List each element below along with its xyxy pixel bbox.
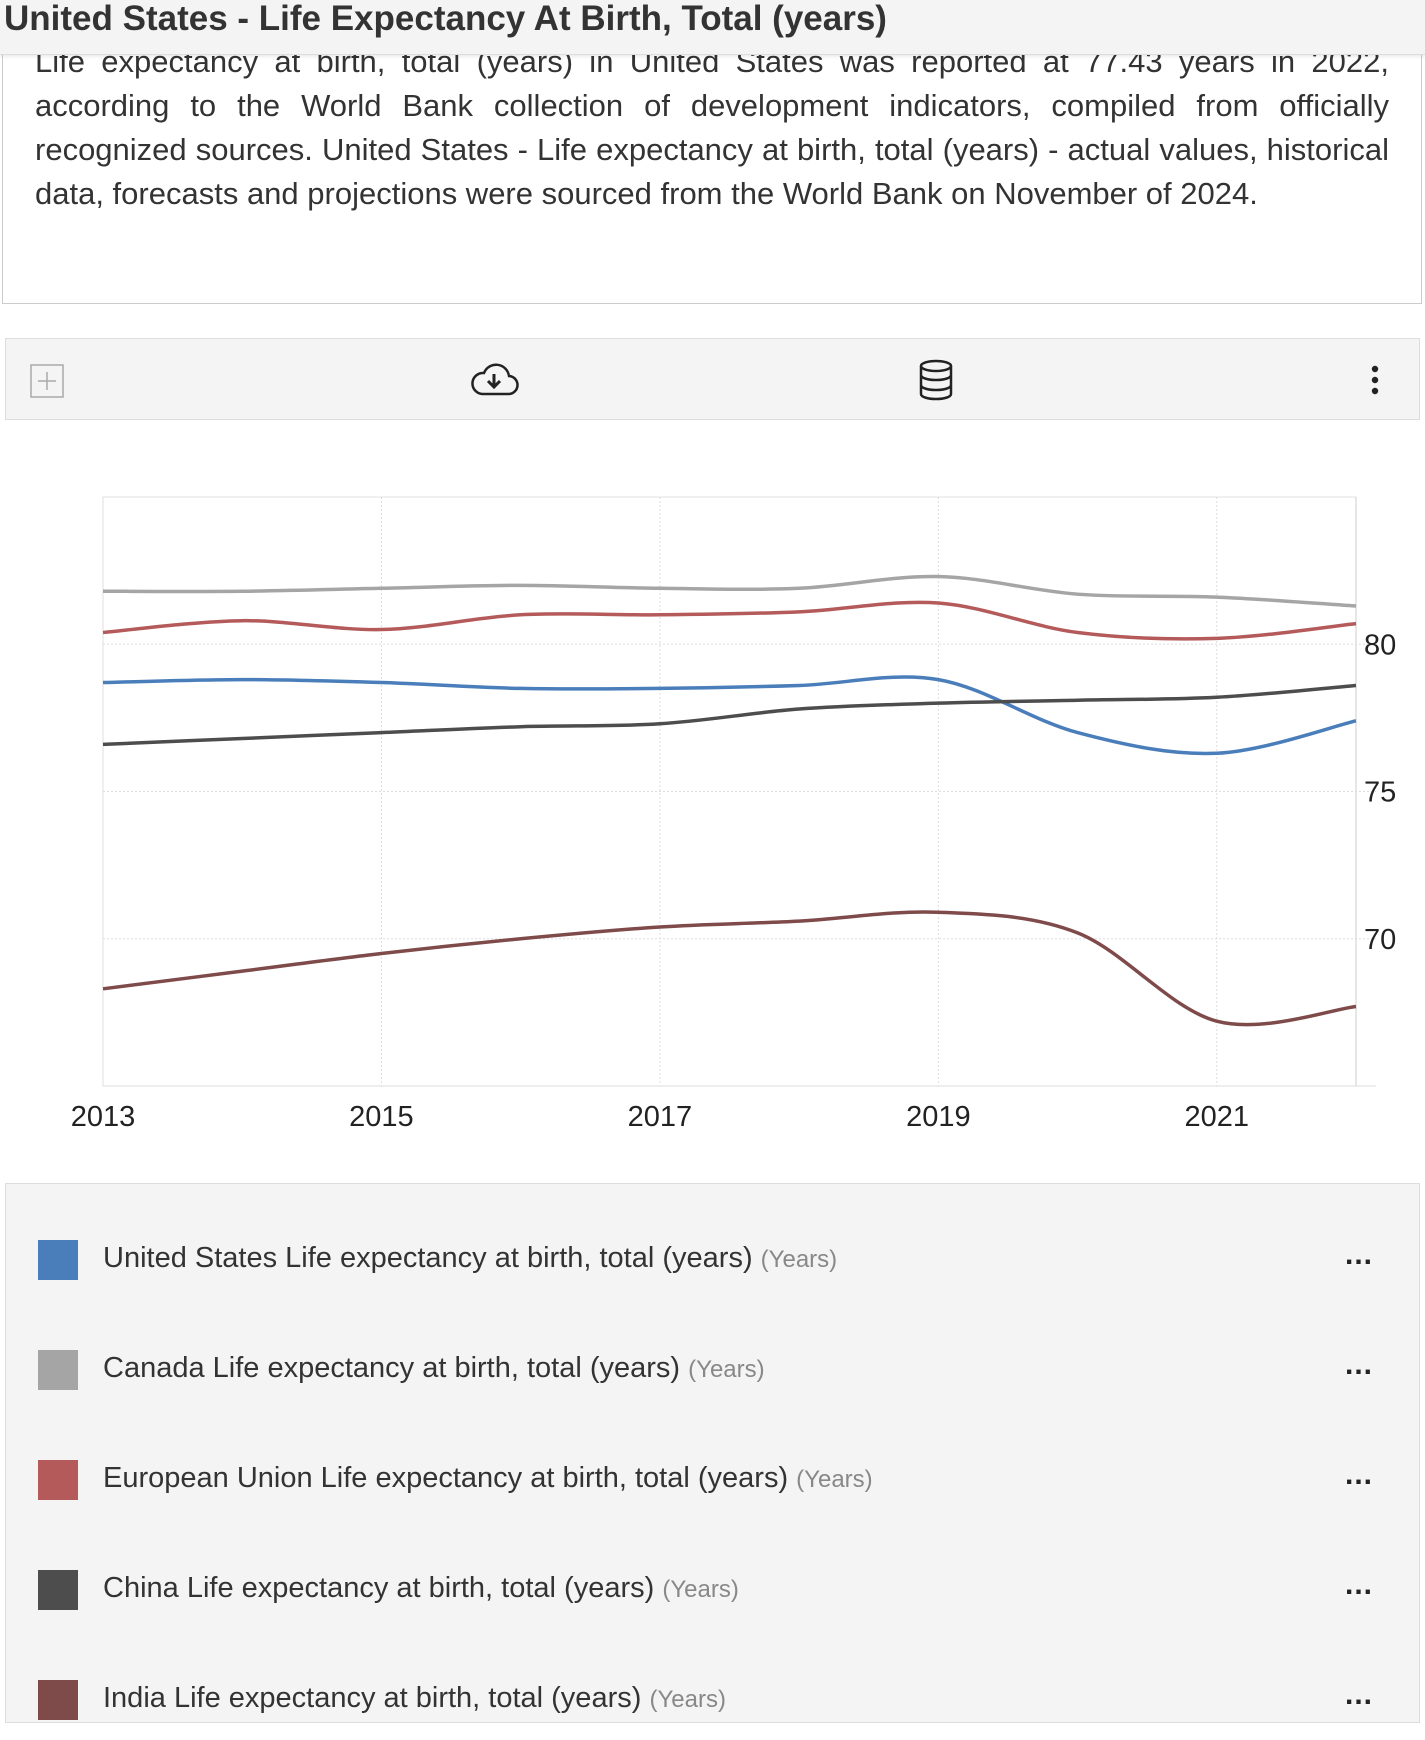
description-text: Life expectancy at birth, total (years) … [35, 44, 1389, 211]
page-header: United States - Life Expectancy At Birth… [0, 0, 1425, 55]
x-tick-label: 2013 [71, 1101, 136, 1133]
legend-series-name: Canada Life expectancy at birth, total (… [103, 1352, 681, 1384]
chart-toolbar [5, 338, 1420, 420]
x-tick-label: 2021 [1185, 1101, 1250, 1133]
legend-more-button[interactable]: ... [1344, 1678, 1373, 1711]
legend-series-name: China Life expectancy at birth, total (y… [103, 1572, 655, 1604]
x-tick-label: 2017 [628, 1101, 693, 1133]
series-line [102, 600, 1357, 641]
legend-unit: (Years) [688, 1356, 765, 1383]
series-line [102, 675, 1357, 756]
x-tick-label: 2015 [349, 1101, 414, 1133]
series-line [102, 574, 1357, 608]
x-tick-label: 2019 [906, 1101, 971, 1133]
legend-item[interactable]: United States Life expectancy at birth, … [6, 1238, 1421, 1300]
legend-label: China Life expectancy at birth, total (y… [103, 1572, 739, 1605]
legend-item[interactable]: Canada Life expectancy at birth, total (… [6, 1348, 1421, 1410]
legend-swatch [38, 1350, 78, 1390]
legend-swatch [38, 1240, 78, 1280]
y-tick-label: 75 [1364, 777, 1396, 809]
legend-label: United States Life expectancy at birth, … [103, 1242, 837, 1275]
legend-more-button[interactable]: ... [1344, 1348, 1373, 1381]
legend-label: India Life expectancy at birth, total (y… [103, 1682, 726, 1715]
description-box: Life expectancy at birth, total (years) … [2, 30, 1422, 304]
y-tick-label: 80 [1364, 629, 1396, 661]
legend-item[interactable]: China Life expectancy at birth, total (y… [6, 1568, 1421, 1630]
legend-more-button[interactable]: ... [1344, 1238, 1373, 1271]
legend-series-name: India Life expectancy at birth, total (y… [103, 1682, 642, 1714]
legend-item[interactable]: European Union Life expectancy at birth,… [6, 1458, 1421, 1520]
legend-unit: (Years) [649, 1686, 726, 1713]
database-icon[interactable] [918, 359, 954, 406]
chart-legend: United States Life expectancy at birth, … [5, 1183, 1420, 1723]
legend-label: European Union Life expectancy at birth,… [103, 1462, 873, 1495]
legend-item[interactable]: India Life expectancy at birth, total (y… [6, 1678, 1421, 1740]
legend-more-button[interactable]: ... [1344, 1458, 1373, 1491]
legend-more-button[interactable]: ... [1344, 1568, 1373, 1601]
series-line [102, 910, 1357, 1027]
line-chart: 2013 2015 2017 2019 2021 70 75 80 [0, 420, 1425, 1182]
legend-swatch [38, 1680, 78, 1720]
legend-unit: (Years) [796, 1466, 873, 1493]
more-vertical-icon[interactable] [1370, 365, 1380, 402]
legend-series-name: European Union Life expectancy at birth,… [103, 1462, 789, 1494]
legend-swatch [38, 1570, 78, 1610]
legend-series-name: United States Life expectancy at birth, … [103, 1242, 753, 1274]
legend-unit: (Years) [760, 1246, 838, 1273]
legend-swatch [38, 1460, 78, 1500]
page-title: United States - Life Expectancy At Birth… [4, 0, 887, 38]
plus-icon[interactable] [30, 364, 64, 403]
chart-svg: 2013 2015 2017 2019 2021 70 75 80 [71, 496, 1396, 1133]
legend-label: Canada Life expectancy at birth, total (… [103, 1352, 765, 1385]
y-tick-label: 70 [1364, 924, 1396, 956]
cloud-download-icon[interactable] [468, 361, 520, 404]
legend-unit: (Years) [662, 1576, 739, 1603]
series-line [102, 683, 1357, 747]
